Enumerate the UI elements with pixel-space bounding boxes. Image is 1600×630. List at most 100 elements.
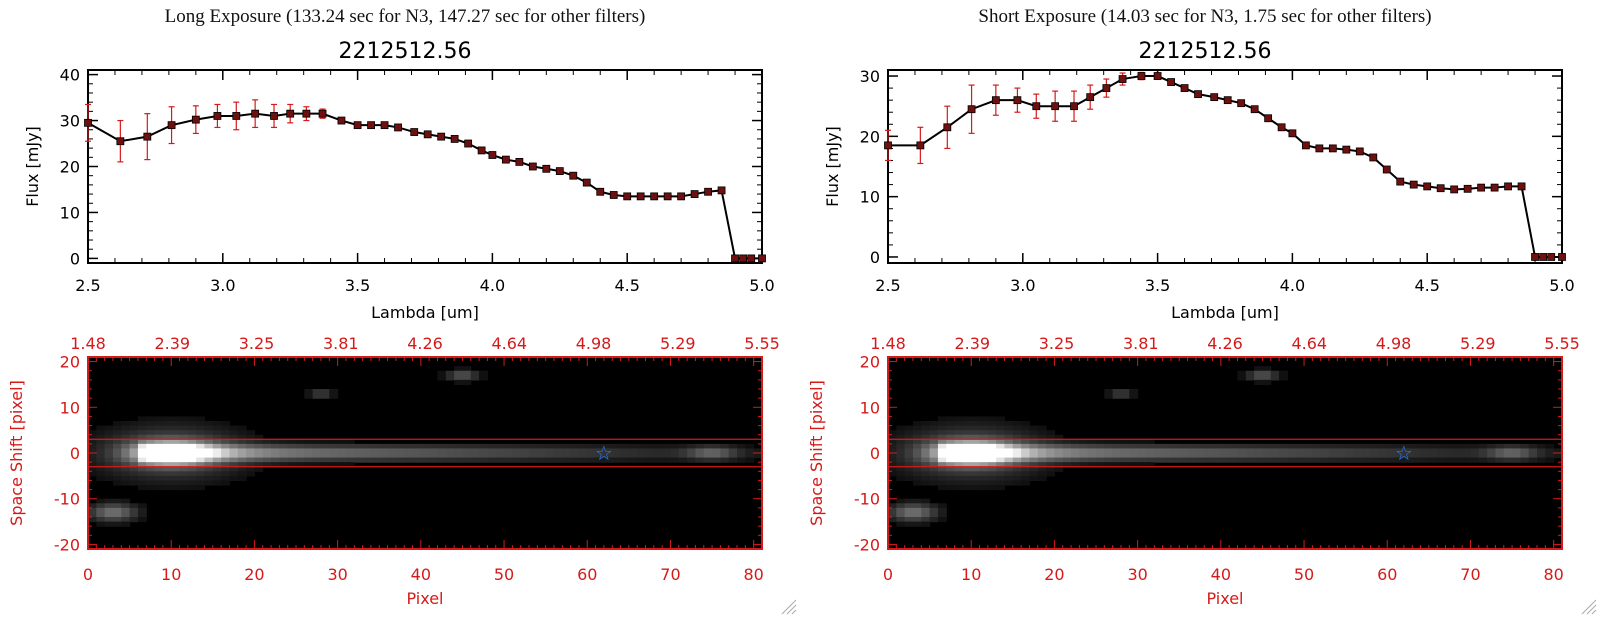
image-pixel <box>121 457 131 463</box>
image-pixel <box>196 443 206 450</box>
image-pixel <box>154 434 164 440</box>
image-pixel <box>904 434 914 440</box>
image-pixel <box>896 425 906 431</box>
image-pixel <box>429 453 439 459</box>
image-pixel <box>112 421 122 427</box>
image-pixel <box>254 466 264 472</box>
image-pixel <box>1120 453 1130 459</box>
data-point <box>1102 84 1111 92</box>
image-pixel <box>987 430 997 436</box>
image-pixel <box>146 430 156 436</box>
image-pixel <box>996 448 1006 454</box>
image-pixel <box>179 448 189 454</box>
image-pixel <box>1470 453 1480 459</box>
data-point <box>367 121 375 130</box>
image-pixel <box>154 471 164 477</box>
resize-grip-icon[interactable] <box>1581 599 1597 615</box>
image-pixel <box>937 485 947 491</box>
image-pixel <box>221 475 231 482</box>
image-pixel <box>1337 453 1347 459</box>
y-tick-label: 0 <box>70 249 80 268</box>
image-pixel <box>104 453 114 459</box>
image-pixel <box>96 443 106 450</box>
image-pixel <box>1437 453 1447 459</box>
image-pixel <box>88 443 97 450</box>
data-point <box>318 109 327 118</box>
image-pixel <box>745 453 755 459</box>
image-pixel <box>1129 439 1139 445</box>
image-pixel <box>462 448 472 454</box>
image-pixel <box>1528 448 1538 454</box>
image-pixel <box>971 448 981 454</box>
y-tick-label: 20 <box>860 353 880 372</box>
image-pixel <box>946 480 956 486</box>
image-pixel <box>146 457 156 463</box>
image-pixel <box>137 434 147 440</box>
image-pixel <box>737 453 746 459</box>
image-pixel <box>137 416 147 422</box>
image-pixel <box>1004 425 1014 431</box>
data-point <box>1547 253 1556 261</box>
image-pixel <box>578 453 588 459</box>
image-pixel <box>1287 443 1297 450</box>
image-pixel <box>620 443 630 450</box>
resize-grip-icon[interactable] <box>781 599 797 615</box>
image-pixel <box>971 466 981 472</box>
image-pixel <box>96 434 106 440</box>
image-pixel <box>1087 453 1097 459</box>
image-pixel <box>1129 462 1139 468</box>
image-pixel <box>1004 434 1014 440</box>
image-pixel <box>312 448 322 454</box>
image-pixel <box>129 434 139 440</box>
image-pixel <box>445 443 455 450</box>
y-tick-label: 0 <box>70 444 80 463</box>
image-pixel <box>1378 448 1388 454</box>
image-pixel <box>146 453 156 459</box>
image-pixel <box>512 457 522 463</box>
image-pixel <box>437 370 447 376</box>
image-pixel <box>137 425 147 431</box>
image-pixel <box>121 498 131 504</box>
image-pixel <box>1470 457 1480 463</box>
image-pixel <box>1312 443 1322 450</box>
image-pixel <box>662 457 672 463</box>
image-pixel <box>1337 448 1347 454</box>
data-point <box>690 190 699 198</box>
image-pixel <box>888 503 897 509</box>
image-pixel <box>728 453 738 459</box>
image-pixel <box>1096 453 1105 459</box>
top-wavelength-label: 3.81 <box>1123 334 1159 353</box>
image-pixel <box>896 434 906 440</box>
image-pixel <box>212 443 222 450</box>
image-pixel <box>337 448 347 454</box>
image-pixel <box>237 471 247 477</box>
image-pixel <box>1046 439 1056 445</box>
image-pixel <box>1403 443 1413 450</box>
image-pixel <box>921 512 931 518</box>
image-pixel <box>487 453 497 459</box>
image-pixel <box>1337 443 1347 450</box>
image-pixel <box>429 443 439 450</box>
image-pixel <box>1445 457 1455 463</box>
data-point <box>677 192 686 201</box>
image-pixel <box>937 466 947 472</box>
image-pixel <box>329 448 339 454</box>
image-pixel <box>154 475 164 482</box>
image-pixel <box>912 462 922 468</box>
image-pixel <box>262 448 272 454</box>
image-pixel <box>279 462 289 468</box>
image-pixel <box>1237 453 1247 459</box>
image-pixel <box>678 443 688 450</box>
image-pixel <box>171 430 181 436</box>
image-pixel <box>88 503 97 509</box>
image-pixel <box>904 448 914 454</box>
top-wavelength-label: 4.98 <box>576 334 612 353</box>
image-pixel <box>329 443 339 450</box>
image-pixel <box>162 453 172 459</box>
image-pixel <box>204 475 214 482</box>
image-pixel <box>912 443 922 450</box>
image-pixel <box>271 462 280 468</box>
image-pixel <box>379 457 389 463</box>
image-pixel <box>695 453 705 459</box>
image-pixel <box>1445 448 1455 454</box>
